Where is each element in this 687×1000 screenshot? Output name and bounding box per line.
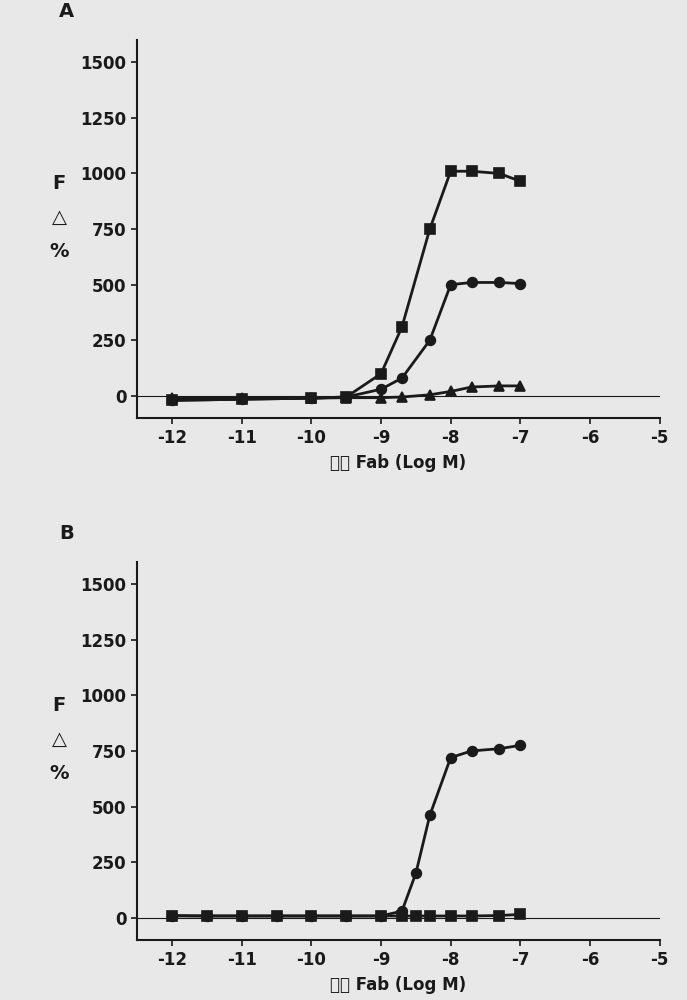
- Text: %: %: [49, 242, 69, 261]
- Text: B: B: [59, 524, 74, 543]
- Text: △: △: [52, 730, 67, 749]
- Text: %: %: [49, 764, 69, 783]
- Text: A: A: [59, 2, 74, 21]
- Text: △: △: [52, 208, 67, 227]
- Text: F: F: [52, 174, 66, 193]
- X-axis label: 浓度 Fab (Log M): 浓度 Fab (Log M): [330, 454, 466, 472]
- Text: F: F: [52, 696, 66, 715]
- X-axis label: 浓度 Fab (Log M): 浓度 Fab (Log M): [330, 976, 466, 994]
